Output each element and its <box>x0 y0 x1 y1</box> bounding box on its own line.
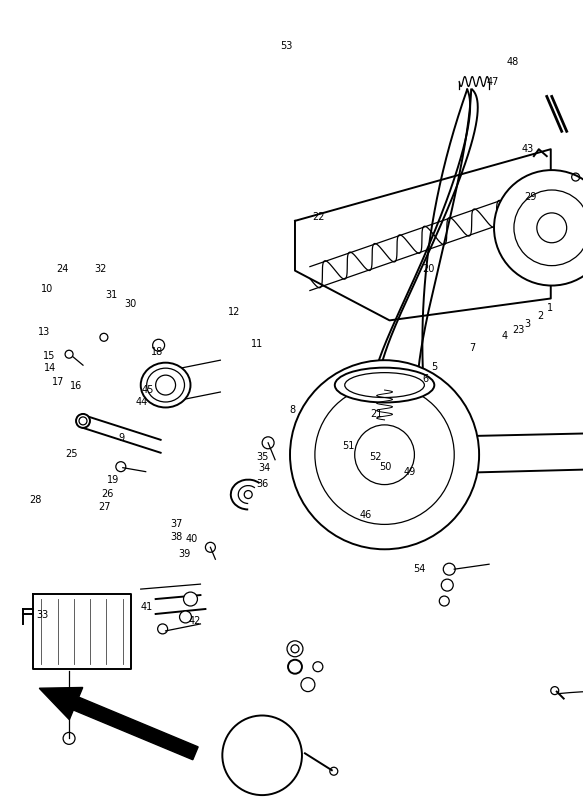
Text: 35: 35 <box>257 452 269 462</box>
Text: 6: 6 <box>423 374 429 383</box>
Text: 46: 46 <box>360 510 372 521</box>
Text: 52: 52 <box>369 452 381 462</box>
Ellipse shape <box>141 362 190 407</box>
Text: 29: 29 <box>524 192 537 202</box>
Text: 50: 50 <box>379 462 391 472</box>
Circle shape <box>179 611 192 623</box>
Circle shape <box>330 427 346 442</box>
Text: 51: 51 <box>342 441 354 451</box>
FancyArrow shape <box>39 687 198 760</box>
Circle shape <box>287 641 303 657</box>
Text: Motobil|k: Motobil|k <box>335 396 465 474</box>
Circle shape <box>76 414 90 428</box>
Text: 11: 11 <box>251 339 263 350</box>
Circle shape <box>418 390 434 406</box>
Circle shape <box>345 463 361 479</box>
Text: 23: 23 <box>513 325 525 335</box>
Text: 30: 30 <box>124 299 137 310</box>
Text: 48: 48 <box>507 57 519 66</box>
Circle shape <box>345 390 361 406</box>
Text: 1: 1 <box>547 303 553 314</box>
Text: 5: 5 <box>431 362 437 371</box>
Text: 54: 54 <box>413 564 426 574</box>
Text: 49: 49 <box>404 466 416 477</box>
Circle shape <box>65 350 73 358</box>
Circle shape <box>381 375 398 391</box>
Text: 36: 36 <box>256 478 269 489</box>
Text: 40: 40 <box>185 534 197 544</box>
Circle shape <box>494 170 584 286</box>
Text: 38: 38 <box>171 532 183 542</box>
Text: 9: 9 <box>118 434 124 443</box>
Text: 13: 13 <box>38 327 50 338</box>
Circle shape <box>183 592 197 606</box>
Text: 41: 41 <box>141 602 153 612</box>
Text: 45: 45 <box>142 386 154 395</box>
Text: 42: 42 <box>189 616 201 626</box>
Text: 32: 32 <box>94 264 106 274</box>
Text: 15: 15 <box>43 351 56 362</box>
Text: 10: 10 <box>41 283 53 294</box>
Text: 3: 3 <box>524 319 530 330</box>
Text: 14: 14 <box>43 363 55 373</box>
Text: 47: 47 <box>486 77 499 86</box>
Text: 33: 33 <box>36 610 48 620</box>
Circle shape <box>290 360 479 550</box>
Text: 43: 43 <box>522 144 534 154</box>
Text: 16: 16 <box>69 381 82 390</box>
Text: 26: 26 <box>101 489 113 499</box>
Text: 17: 17 <box>52 377 65 386</box>
Text: 19: 19 <box>107 474 119 485</box>
Text: 37: 37 <box>171 519 183 530</box>
Text: 53: 53 <box>280 41 293 50</box>
Text: 2: 2 <box>537 311 543 322</box>
Text: 31: 31 <box>106 290 118 300</box>
Text: 25: 25 <box>65 449 78 459</box>
Text: 7: 7 <box>469 343 475 354</box>
Text: 28: 28 <box>29 494 41 505</box>
Text: 18: 18 <box>151 347 164 358</box>
Text: 8: 8 <box>289 405 295 414</box>
Text: 12: 12 <box>228 307 240 318</box>
Text: 22: 22 <box>312 212 324 222</box>
Text: 34: 34 <box>259 463 271 474</box>
Text: 44: 44 <box>136 397 148 406</box>
Circle shape <box>433 427 449 442</box>
Text: 21: 21 <box>370 410 383 419</box>
Text: 24: 24 <box>56 264 68 274</box>
Circle shape <box>223 715 302 795</box>
Text: 4: 4 <box>501 331 507 342</box>
Text: 39: 39 <box>178 549 190 558</box>
Text: 27: 27 <box>99 502 111 513</box>
Circle shape <box>381 478 398 494</box>
Text: 20: 20 <box>422 264 434 274</box>
Circle shape <box>418 463 434 479</box>
Ellipse shape <box>335 368 434 402</box>
